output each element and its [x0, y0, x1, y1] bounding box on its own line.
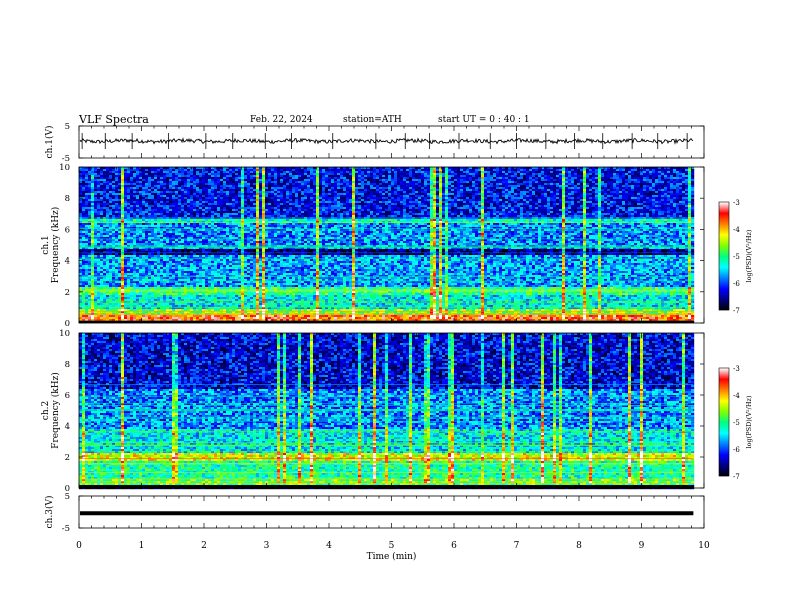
y-tick-label: -5	[62, 154, 70, 164]
colorbar-tick-label: -6	[733, 280, 740, 288]
y-tick-label: 5	[65, 122, 70, 132]
y-tick-label: 8	[65, 194, 70, 204]
colorbar-tick-label: -5	[733, 419, 740, 427]
x-tick-label: 7	[514, 541, 520, 551]
start-ut-label: start UT = 0 : 40 : 1	[438, 115, 530, 125]
y-tick-label: 2	[65, 288, 70, 298]
chart-title: VLF Spectra	[79, 113, 149, 126]
y-tick-label: 6	[65, 391, 70, 401]
ch1-ylabel: ch.1(V)	[44, 126, 55, 159]
ch1-spectrogram-floor	[79, 320, 694, 323]
x-tick-label: 6	[451, 541, 457, 551]
y-tick-label: 0	[65, 484, 70, 494]
y-tick-label: 4	[65, 257, 70, 267]
date-label: Feb. 22, 2024	[250, 115, 313, 125]
colorbar-tick-label: -4	[733, 226, 740, 234]
ch2-spectrogram-colorbar-label: log(PSD)(V²/Hz)	[745, 395, 753, 448]
colorbar-tick-label: -3	[733, 199, 740, 207]
x-axis-label: Time (min)	[367, 551, 417, 562]
x-tick-label: 0	[76, 541, 82, 551]
y-tick-label: 10	[59, 163, 70, 173]
colorbar-tick-label: -7	[733, 473, 740, 481]
ch2-spectrogram-ylabel: Frequency (kHz)	[50, 372, 61, 449]
ch1-spectrogram-colorbar-frame	[718, 201, 730, 311]
colorbar-tick-label: -6	[733, 446, 740, 454]
ch1-spectrogram-ylabel: Frequency (kHz)	[50, 207, 61, 284]
colorbar-tick-label: -4	[733, 392, 740, 400]
ch2-spectrogram-colorbar	[719, 368, 729, 477]
x-tick-label: 8	[576, 541, 582, 551]
colorbar-tick-label: -7	[733, 307, 740, 315]
ch3-ylabel: ch.3(V)	[44, 496, 55, 529]
x-tick-label: 5	[389, 541, 395, 551]
x-tick-label: 10	[698, 541, 710, 551]
y-tick-label: 0	[65, 319, 70, 329]
y-tick-label: 5	[65, 492, 70, 502]
ch1-spectrogram-channel-label: ch.1	[41, 235, 51, 254]
ch1-waveform-trace	[79, 137, 694, 145]
x-tick-label: 3	[264, 541, 270, 551]
y-tick-label: 4	[65, 422, 70, 432]
ch2-spectrogram-channel-label: ch.2	[41, 401, 51, 420]
ch1-spectrogram-colorbar	[719, 202, 729, 311]
ch1-spectrogram-colorbar-label: log(PSD)(V²/Hz)	[745, 229, 753, 282]
ch2-spectrogram-floor	[79, 485, 694, 488]
colorbar-tick-label: -5	[733, 253, 740, 261]
ch1-spectrogram-cells	[79, 167, 695, 324]
station-label: station=ATH	[343, 115, 402, 125]
y-tick-label: 8	[65, 360, 70, 370]
x-tick-label: 2	[201, 541, 207, 551]
colorbar-tick-label: -3	[733, 365, 740, 373]
x-tick-label: 9	[639, 541, 645, 551]
y-tick-label: 10	[59, 329, 70, 339]
ch2-spectrogram-colorbar-frame	[718, 367, 730, 477]
y-tick-label: -5	[62, 524, 70, 534]
y-tick-label: 2	[65, 453, 70, 463]
y-tick-label: 6	[65, 225, 70, 235]
x-tick-label: 1	[139, 541, 145, 551]
x-tick-label: 4	[326, 541, 332, 551]
